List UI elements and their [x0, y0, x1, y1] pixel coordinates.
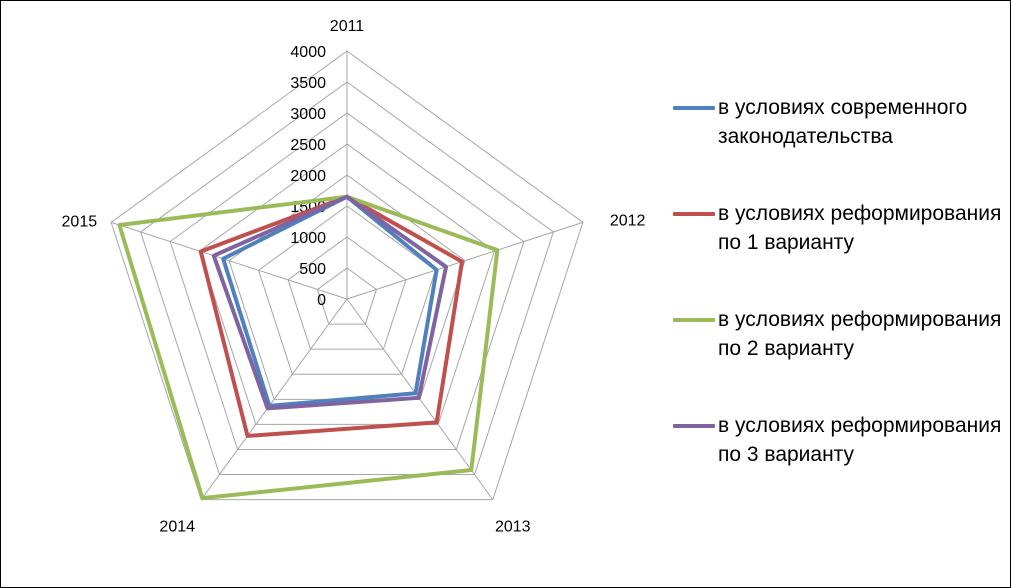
legend-swatch-series-3 [673, 318, 715, 322]
legend-label-series-1: в условиях современного законодательства [718, 96, 968, 148]
category-label-2012: 2012 [610, 212, 646, 229]
legend-item-series-2: в условиях реформирования по 1 варианту [673, 199, 1003, 305]
tick-label-3500: 3500 [290, 75, 326, 92]
tick-label-500: 500 [299, 261, 326, 278]
legend: в условиях современного законодательства… [673, 93, 1003, 517]
series-line-1 [221, 194, 439, 408]
tick-label-2000: 2000 [290, 168, 326, 185]
legend-item-series-4: в условиях реформирования по 3 варианту [673, 411, 1003, 517]
tick-label-0: 0 [317, 292, 326, 309]
category-labels: 2011 2012 2013 2014 2015 [62, 18, 646, 536]
tick-label-3000: 3000 [290, 106, 326, 123]
legend-label-series-4: в условиях реформирования по 3 варианту [718, 414, 1002, 466]
radar-grid [110, 50, 584, 501]
spoke-2014 [200, 298, 348, 500]
tick-label-1000: 1000 [290, 230, 326, 247]
legend-item-series-3: в условиях реформирования по 2 варианту [673, 305, 1003, 411]
legend-swatch-series-4 [673, 424, 715, 428]
category-label-2014: 2014 [159, 519, 195, 536]
category-label-2013: 2013 [495, 519, 531, 536]
grid-ring-6 [169, 112, 525, 450]
spoke-2015 [110, 221, 348, 300]
legend-swatch-series-2 [673, 212, 715, 216]
legend-label-series-2: в условиях реформирования по 1 варианту [718, 202, 1002, 254]
series-lines [117, 194, 500, 501]
series-line-3 [117, 194, 500, 501]
series-line-2 [198, 194, 464, 438]
category-label-2011: 2011 [330, 18, 365, 35]
spoke-2012 [346, 221, 584, 300]
grid-ring-7 [140, 81, 554, 476]
category-label-2015: 2015 [62, 213, 98, 230]
legend-item-series-1: в условиях современного законодательства [673, 93, 1003, 199]
series-line-4 [211, 194, 449, 411]
grid-ring-5 [198, 143, 496, 425]
tick-label-2500: 2500 [290, 137, 326, 154]
legend-label-series-3: в условиях реформирования по 2 варианту [718, 308, 1002, 360]
grid-ring-1 [316, 267, 378, 325]
grid-ring-2 [287, 236, 407, 350]
grid-ring-3 [257, 205, 437, 375]
tick-label-4000: 4000 [290, 44, 326, 61]
grid-ring-8 [110, 50, 584, 501]
legend-swatch-series-1 [673, 106, 715, 110]
